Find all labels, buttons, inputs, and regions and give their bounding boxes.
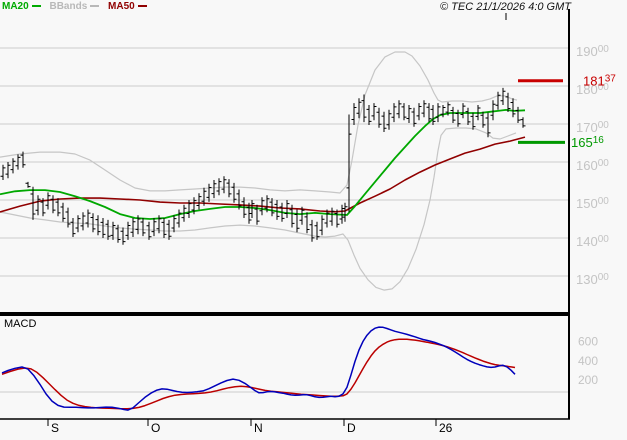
legend-item-ma20: MA20 [2,1,41,12]
price-axis-label: 17000 [576,120,609,135]
macd-axis-label: 200 [578,373,598,387]
bbands-line-swatch [90,5,100,8]
ma50-line-swatch [137,5,147,8]
legend-bbands-label: BBands [49,1,88,12]
macd-axis-label: 600 [578,335,598,349]
price-axis-label: 13000 [576,272,609,287]
support-price-label: 16516 [571,135,604,150]
macd-panel-label: MACD [4,318,37,330]
month-label: D [347,421,356,435]
month-label: S [51,421,59,435]
legend-item-bbands: BBands [49,1,100,12]
month-label: N [254,421,263,435]
legend: MA20 BBands MA50 [2,1,153,12]
price-axis-label: 14000 [576,234,609,249]
chart-timestamp: © TEC 21/1/2026 4:0 GMT [440,1,571,13]
resistance-price-label: 18137 [583,73,616,88]
price-axis-label: 19000 [576,44,609,59]
month-label: O [151,421,160,435]
legend-ma50-label: MA50 [108,1,135,12]
bollinger-lower-band [0,127,517,291]
legend-item-ma50: MA50 [108,1,147,12]
macd-signal-line [1,338,516,410]
month-label: 26 [439,421,453,435]
panel-separator [0,312,569,316]
macd-main-line [1,326,516,411]
macd-axis-label: 400 [578,354,598,368]
price-axis-label: 15000 [576,196,609,211]
legend-ma20-label: MA20 [2,1,29,12]
ohlc-bars [0,87,526,245]
ma50-line [0,136,526,213]
ma20-line-swatch [31,5,41,8]
price-axis-label: 16000 [576,158,609,173]
bollinger-upper-band [0,51,518,194]
price-axis-label: 18000 [576,82,609,97]
